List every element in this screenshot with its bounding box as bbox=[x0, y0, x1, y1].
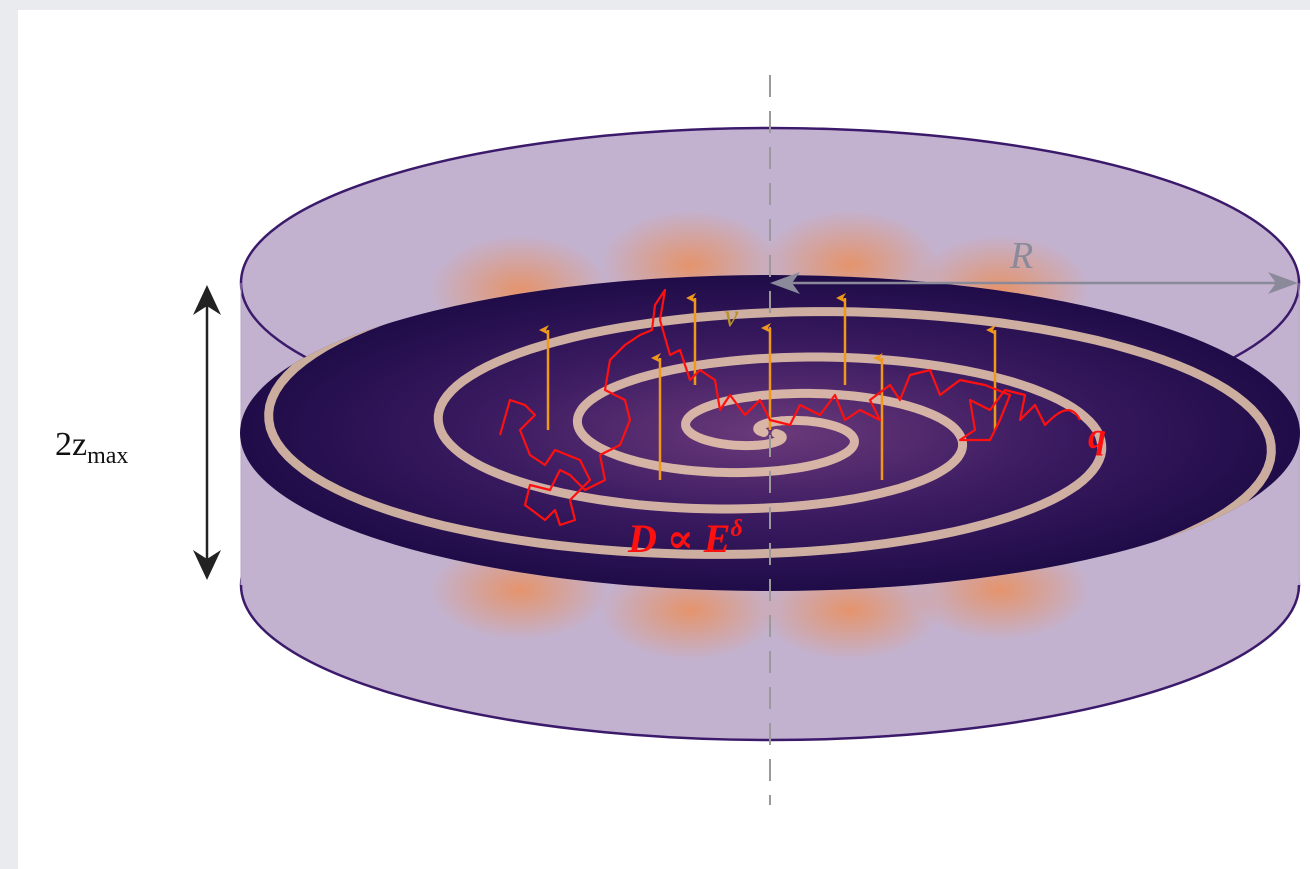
radius-arrow bbox=[770, 272, 1298, 294]
height-label: 2zmax bbox=[55, 426, 128, 469]
diffusion-sup: δ bbox=[730, 516, 742, 542]
spiral-arm bbox=[264, 275, 1107, 559]
spiral-arms bbox=[264, 275, 1276, 591]
height-base: 2z bbox=[55, 426, 87, 463]
spiral-arm bbox=[433, 307, 1276, 591]
source-label: q bbox=[1088, 416, 1106, 456]
wind-arrows bbox=[539, 293, 997, 480]
diffusion-base: D ∝ E bbox=[627, 516, 730, 561]
diffusion-path bbox=[498, 288, 1081, 527]
height-sub: max bbox=[87, 443, 128, 469]
height-arrow bbox=[193, 285, 221, 580]
radius-label: R bbox=[1009, 235, 1033, 277]
diffusion-label: D ∝ Eδ bbox=[627, 516, 743, 561]
velocity-label: v⃗ bbox=[724, 297, 763, 333]
